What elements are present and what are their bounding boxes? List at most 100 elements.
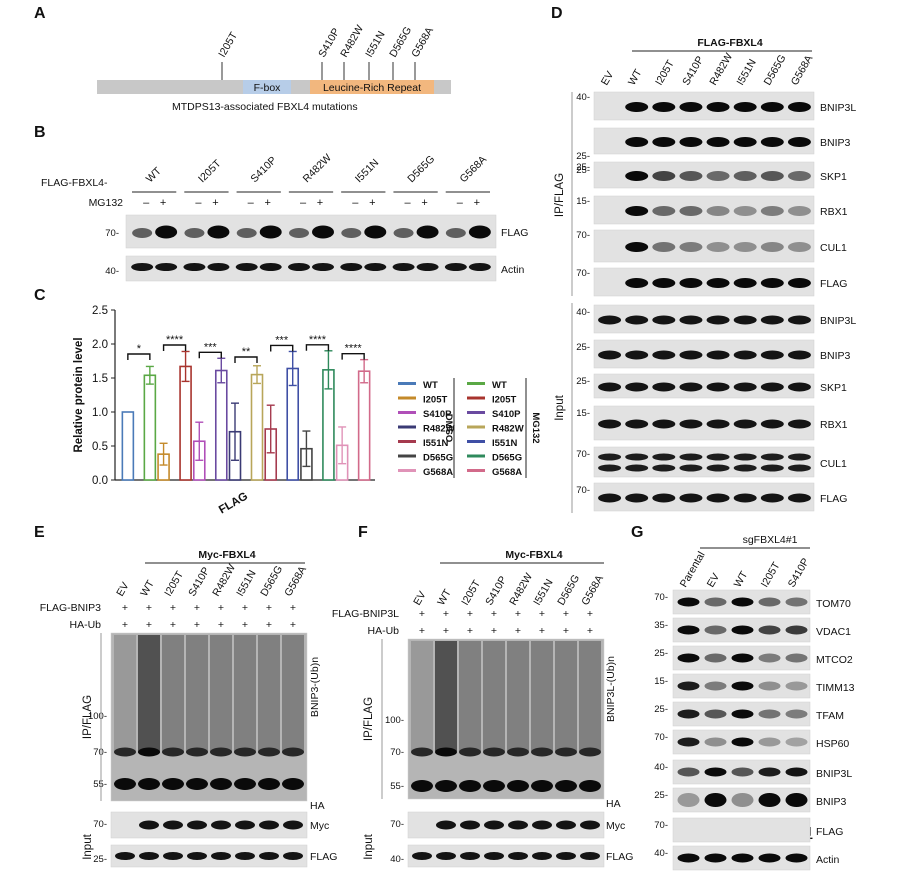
y-tick-label-0: 0.0: [92, 475, 108, 487]
blot-label-actin: Actin: [501, 264, 525, 276]
blot-g-VDAC1: [672, 617, 811, 643]
marker-g-9: 40-: [654, 848, 668, 859]
blot-label-g-0: TOM70: [816, 598, 851, 610]
band: [758, 709, 781, 719]
marker-extra-0: 25-: [576, 151, 590, 162]
band: [758, 767, 781, 777]
band: [625, 493, 649, 503]
significance-label-1: ****: [166, 334, 184, 346]
band: [679, 102, 703, 112]
plus-r1: +: [170, 602, 176, 614]
significance-bracket: [127, 353, 151, 360]
lane-f-7: G568A: [579, 573, 606, 607]
lane-e-2: I205T: [162, 569, 186, 599]
band: [787, 171, 811, 181]
marker-ip-3: 15-: [576, 196, 590, 207]
marker-g-5: 70-: [654, 732, 668, 743]
bar-mg132-WT: [143, 374, 157, 481]
lane-f-6: D565G: [555, 573, 582, 608]
blot-d-ip-BNIP3: [593, 127, 815, 155]
blot-g-BNIP3L: [672, 759, 811, 785]
legend-mg132-0: WT: [492, 380, 507, 391]
panel-letter-a: A: [34, 5, 46, 22]
section-ip-d: IP/FLAG: [554, 173, 566, 217]
marker-f-4: 40-: [390, 854, 404, 865]
marker-f-0: 100-: [385, 715, 404, 726]
band: [706, 315, 730, 325]
legend-swatch-mg132: [467, 411, 485, 414]
y-tick-label-4: 2.0: [92, 339, 108, 351]
band: [282, 747, 304, 757]
band: [760, 137, 784, 147]
blot-e-myc: [110, 811, 308, 839]
band: [679, 137, 703, 147]
plus-r1: +: [266, 602, 272, 614]
plus-r2: +: [443, 625, 449, 637]
band: [652, 206, 676, 216]
minus-sign: –: [457, 197, 464, 209]
band: [787, 278, 811, 288]
marker-e-2: 55-: [93, 779, 107, 790]
band: [787, 350, 811, 360]
band: [787, 464, 811, 472]
legend-swatch-mg132: [467, 440, 485, 443]
band: [579, 780, 601, 792]
minus-sign: –: [195, 197, 202, 209]
legend-mg132-4: I551N: [492, 438, 517, 449]
significance-bracket: [270, 344, 294, 352]
smear-label-e: BNIP3-(Ub)n: [309, 657, 321, 717]
blot-g-TOM70: [672, 589, 811, 615]
band: [259, 225, 282, 239]
y-tick-label-5: 2.5: [92, 305, 108, 317]
significance-bracket: [162, 344, 187, 351]
band: [289, 228, 309, 238]
marker-extra-1: 25-: [576, 165, 590, 176]
blot-f-flag: [407, 844, 605, 868]
row1-e: FLAG-BNIP3: [40, 602, 101, 614]
band: [556, 820, 576, 830]
band: [282, 778, 304, 790]
section-input-d: Input: [554, 394, 566, 420]
section-input-e: Input: [82, 833, 94, 859]
minus-sign: –: [405, 197, 412, 209]
band: [731, 737, 754, 747]
band: [598, 315, 622, 325]
marker-input-4: 70-: [576, 449, 590, 460]
marker-70: 70-: [105, 228, 119, 239]
legend-dmso-0: WT: [423, 380, 438, 391]
group-label-4: I551N: [353, 157, 381, 185]
band: [186, 778, 208, 790]
band: [259, 263, 282, 271]
band: [706, 242, 730, 252]
smear-lane: [210, 635, 232, 753]
band: [598, 453, 622, 461]
marker-ip-5: 70-: [576, 268, 590, 279]
blot-b-actin: [125, 255, 497, 282]
band: [731, 625, 754, 635]
band: [210, 747, 232, 757]
plus-r2: +: [146, 619, 152, 631]
lane-e-5: I551N: [234, 568, 258, 598]
plus-r1: +: [242, 602, 248, 614]
section-ip-e: IP/FLAG: [82, 695, 94, 739]
band: [785, 737, 808, 747]
band: [733, 171, 757, 181]
band: [235, 852, 255, 860]
header-e: Myc-FBXL4: [198, 549, 255, 561]
myc-label-e: Myc: [310, 820, 329, 832]
plus-r1: +: [146, 602, 152, 614]
plus-r1: +: [467, 608, 473, 620]
blot-label-ip-5: FLAG: [820, 278, 847, 290]
band: [625, 453, 649, 461]
band: [785, 597, 808, 607]
lane-g-0: Parental: [678, 550, 708, 590]
band: [258, 747, 280, 757]
band: [186, 747, 208, 757]
smear-lane: [579, 641, 601, 751]
plus-r2: +: [194, 619, 200, 631]
band: [115, 852, 135, 860]
band: [436, 852, 456, 860]
panel-letter-f: F: [358, 524, 368, 541]
blot-d-ip-CUL1: [593, 229, 815, 263]
